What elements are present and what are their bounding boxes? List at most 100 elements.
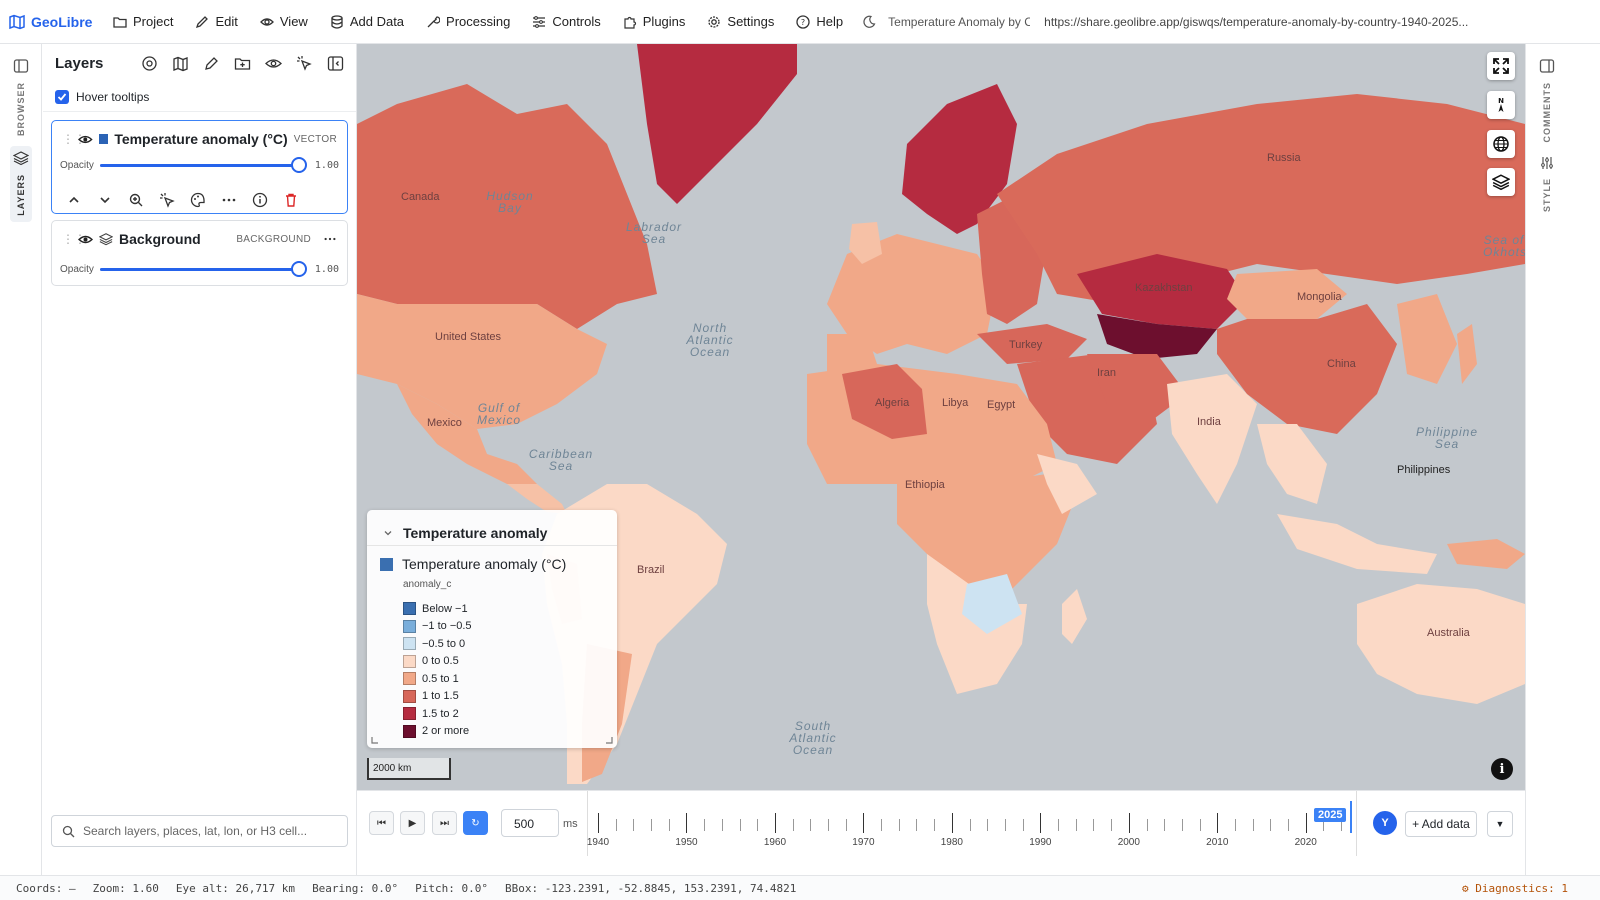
legend-field: anomaly_c [403, 579, 452, 590]
menu-add-data-label: Add Data [349, 14, 405, 29]
svg-text:?: ? [801, 18, 805, 27]
identify-icon[interactable] [159, 192, 175, 208]
region-western-europe [827, 234, 997, 354]
map-canvas[interactable]: Canada United States Mexico Brazil Russi… [357, 44, 1525, 790]
ocean-label: North Atlantic Ocean [686, 321, 734, 359]
theme-toggle[interactable] [854, 0, 884, 44]
menu-project[interactable]: Project [102, 0, 184, 44]
user-avatar[interactable]: Y [1373, 811, 1397, 835]
slider-thumb[interactable] [291, 157, 307, 173]
timeline-tick [1022, 819, 1024, 831]
chevron-down-icon[interactable] [383, 528, 393, 538]
basemap-icon[interactable] [141, 55, 158, 72]
menu-controls[interactable]: Controls [521, 0, 611, 44]
move-up-icon[interactable] [66, 192, 82, 208]
collapse-panel-icon[interactable] [327, 55, 344, 72]
region-iran [1087, 354, 1187, 424]
hover-tooltips-toggle[interactable]: Hover tooltips [43, 82, 356, 112]
loop-button[interactable]: ↻ [463, 811, 488, 835]
fullscreen-button[interactable] [1487, 52, 1515, 80]
draw-icon[interactable] [203, 55, 220, 72]
speed-input[interactable]: 500 [501, 809, 559, 837]
menu-settings[interactable]: Settings [696, 0, 785, 44]
wrench-icon [427, 15, 441, 27]
menu-view-label: View [279, 14, 308, 29]
share-url-field[interactable]: https://share.geolibre.app/giswqs/temper… [1044, 14, 1469, 29]
skip-forward-button[interactable]: ⏭ [432, 811, 457, 835]
app-logo[interactable]: GeoLibre [0, 14, 102, 30]
legend-swatch [403, 619, 416, 633]
timeline-tick [863, 813, 865, 833]
region-greenland [637, 44, 797, 204]
skip-back-button[interactable]: ⏮ [369, 811, 394, 835]
opacity-slider[interactable] [100, 157, 307, 173]
menu-help[interactable]: ? Help [785, 0, 854, 44]
zoom-to-layer-icon[interactable] [128, 192, 144, 208]
resize-corner-icon[interactable] [371, 736, 379, 744]
hover-tooltips-checkbox[interactable] [55, 89, 69, 104]
layer-card-temperature[interactable]: ⋮⋮ Temperature anomaly (°C) VECTOR Opaci… [51, 120, 348, 214]
search-icon [62, 825, 75, 837]
slider-thumb[interactable] [291, 261, 307, 277]
legend-header[interactable]: Temperature anomaly [367, 510, 617, 546]
layer-card-background[interactable]: ⋮⋮ Background BACKGROUND Opacity 1.00 [51, 220, 348, 286]
more-icon[interactable] [323, 232, 337, 246]
compass-button[interactable]: N [1487, 91, 1515, 119]
ocean-label: Hudson Bay [486, 189, 534, 215]
folder-plus-icon[interactable] [234, 55, 251, 72]
opacity-slider[interactable] [100, 261, 307, 277]
menu-edit[interactable]: Edit [184, 0, 248, 44]
menu-project-label: Project [133, 14, 174, 29]
timeline-handle[interactable] [1350, 801, 1352, 833]
add-data-dropdown[interactable]: ▼ [1487, 811, 1513, 837]
globe-button[interactable] [1487, 130, 1515, 158]
timeline-track[interactable]: 1940 1950 1960 1970 1980 1990 2000 2010 2020 2025 [587, 791, 1357, 856]
comments-tab[interactable]: COMMENTS [1536, 58, 1558, 143]
menu-view[interactable]: View [249, 0, 319, 44]
more-icon[interactable] [221, 192, 237, 208]
layer-name[interactable]: Background [119, 231, 201, 247]
map-label: Egypt [987, 399, 1016, 411]
menu-processing[interactable]: Processing [415, 0, 521, 44]
diagnostics-button[interactable]: ⚙ Diagnostics: 1 [1462, 882, 1568, 895]
eye-icon[interactable] [265, 55, 282, 72]
info-icon[interactable] [252, 192, 268, 208]
menu-settings-label: Settings [727, 14, 775, 29]
menu-add-data[interactable]: Add Data [319, 0, 415, 44]
legend-item: 1 to 1.5 [367, 688, 617, 706]
layer-switcher-button[interactable] [1487, 168, 1515, 196]
drag-handle-icon[interactable]: ⋮⋮ [62, 232, 86, 246]
play-button[interactable]: ▶ [400, 811, 425, 835]
timeline-tick [1323, 819, 1325, 831]
palette-icon[interactable] [190, 192, 206, 208]
menu-controls-label: Controls [552, 14, 601, 29]
visibility-eye-icon[interactable] [78, 232, 93, 247]
region-central-asia [1097, 314, 1217, 359]
project-title-field[interactable]: Temperature Anomaly by Country [888, 14, 1031, 29]
layer-name[interactable]: Temperature anomaly (°C) [114, 131, 288, 147]
map-label: China [1327, 358, 1356, 370]
timeline-year-label: 1970 [852, 837, 875, 848]
select-icon[interactable] [296, 55, 313, 72]
visibility-eye-icon[interactable] [78, 132, 93, 147]
browser-tab[interactable]: BROWSER [10, 58, 32, 136]
status-zoom: Zoom: 1.60 [92, 881, 159, 895]
ocean-label: South Atlantic Ocean [789, 719, 837, 757]
delete-icon[interactable] [283, 192, 299, 208]
layer-search-input[interactable]: Search layers, places, lat, lon, or H3 c… [51, 815, 348, 847]
map-label: India [1197, 416, 1221, 428]
style-tab[interactable]: STYLE [1536, 156, 1558, 212]
search-placeholder: Search layers, places, lat, lon, or H3 c… [83, 824, 308, 838]
menu-plugins[interactable]: Plugins [612, 0, 697, 44]
style-tab-label: STYLE [1542, 178, 1552, 213]
drag-handle-icon[interactable]: ⋮⋮ [62, 132, 86, 146]
map-label: Mongolia [1297, 291, 1342, 303]
map-icon[interactable] [172, 55, 189, 72]
move-down-icon[interactable] [97, 192, 113, 208]
region-scandinavia [902, 84, 1017, 234]
timeline-tick [1040, 813, 1042, 833]
layers-tab[interactable]: LAYERS [10, 146, 32, 222]
resize-corner-icon[interactable] [605, 736, 613, 744]
attribution-info-button[interactable]: i [1491, 758, 1513, 780]
add-data-button[interactable]: + Add data [1405, 811, 1477, 837]
